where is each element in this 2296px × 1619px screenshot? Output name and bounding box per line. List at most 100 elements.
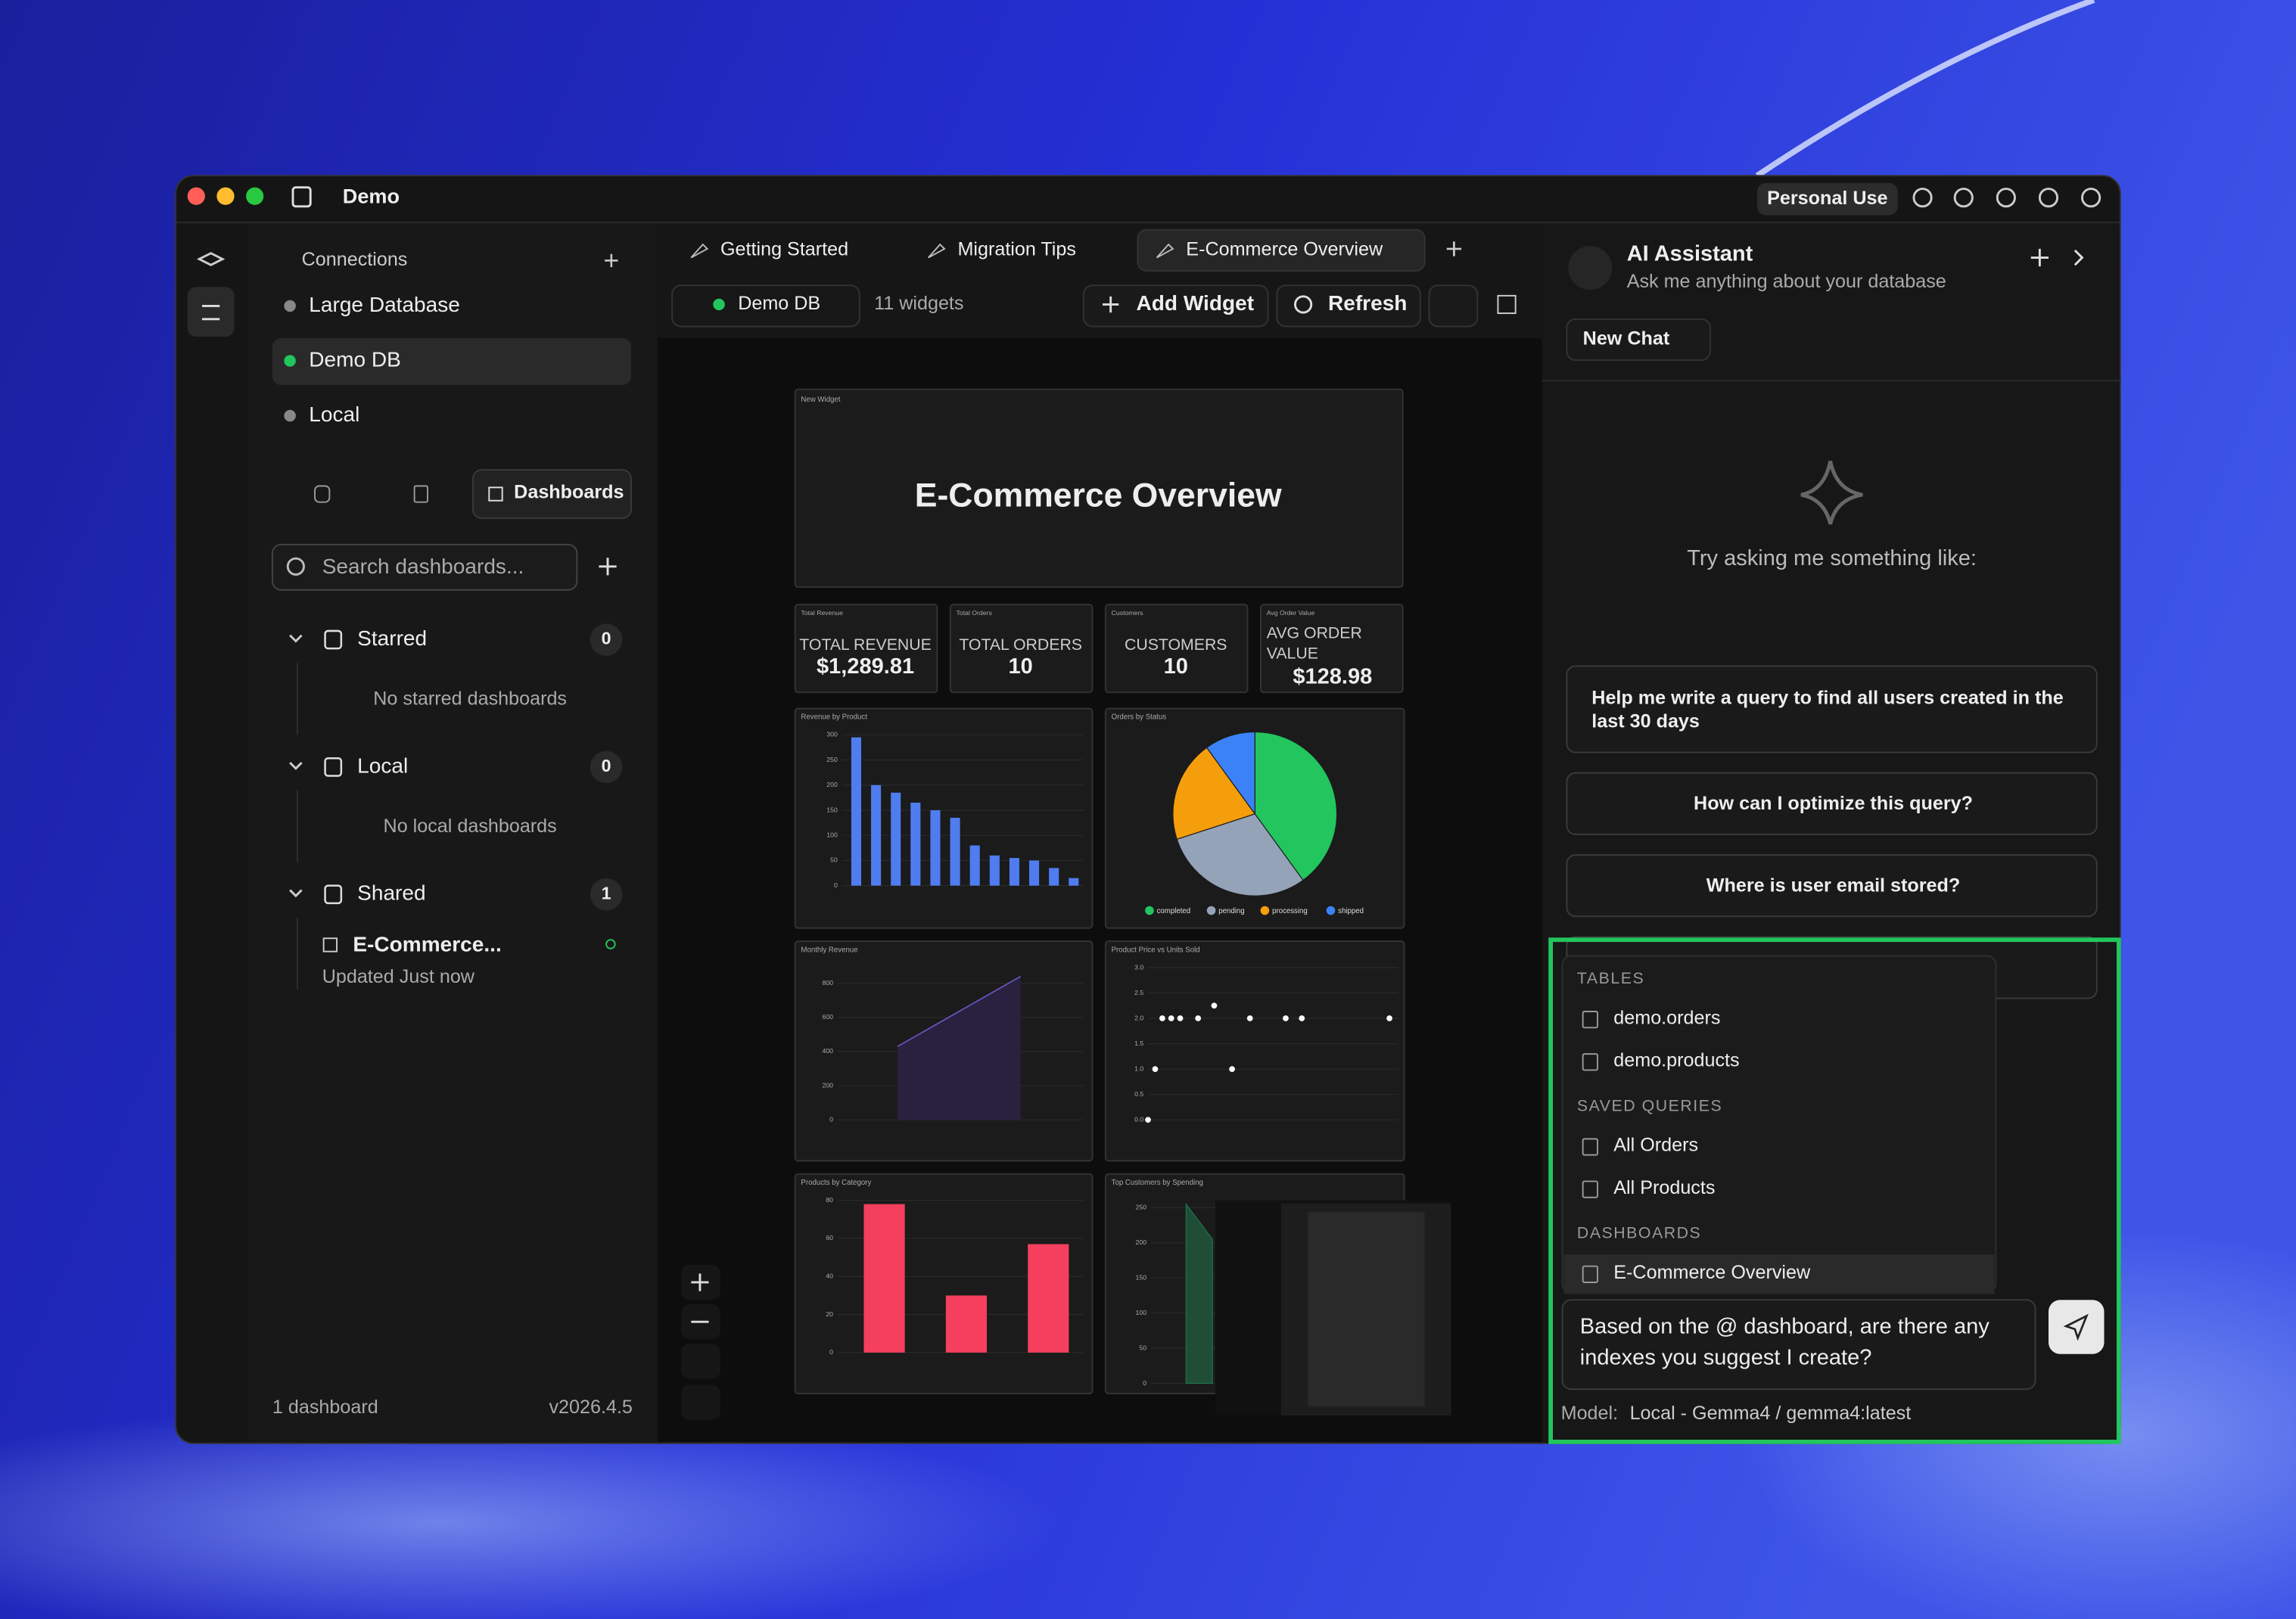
minimize-button[interactable] (216, 187, 235, 205)
y-tick-label: 2.0 (1134, 1014, 1143, 1021)
suggestion[interactable] (1566, 772, 2098, 835)
scatter-point (1229, 1066, 1235, 1072)
group-name[interactable]: Starred (357, 626, 427, 650)
dashboard-title: E-Commerce Overview (915, 477, 1282, 514)
bar (1029, 860, 1040, 886)
zoom-button[interactable] (246, 187, 264, 205)
pie-slice (1254, 731, 1338, 881)
group-count: 1 (602, 883, 611, 903)
bar (945, 1295, 988, 1353)
wallpaper-glow (0, 1405, 1054, 1619)
new-chat-label: New Chat (1583, 328, 1670, 350)
mention-item[interactable]: E-Commerce Overview (1613, 1262, 1811, 1283)
queries-icon (413, 485, 428, 503)
connection-name[interactable]: Demo DB (309, 347, 401, 371)
chat-input-text: Based on the @ dashboard, are there any … (1579, 1314, 1990, 1371)
group-name[interactable]: Shared (357, 881, 425, 905)
window-title: Demo (343, 184, 400, 207)
active-tab (1137, 228, 1426, 272)
y-tick-label: 200 (822, 1081, 833, 1089)
suggestion[interactable] (1566, 854, 2098, 918)
kpi-name: AVG ORDER VALUE (1266, 625, 1362, 663)
group-name[interactable]: Local (357, 754, 408, 777)
dashboards-tab-label: Dashboards (514, 482, 624, 503)
scatter-point (1299, 1015, 1305, 1021)
widget-title: Total Revenue (801, 609, 843, 617)
tab-icon (1156, 243, 1174, 259)
y-tick-label: 100 (826, 831, 838, 838)
widget-title: Monthly Revenue (801, 946, 857, 954)
bar (989, 855, 1000, 886)
tab-label[interactable]: Migration Tips (957, 239, 1076, 260)
connection-name[interactable]: Local (309, 402, 359, 426)
send-button[interactable] (2048, 1300, 2105, 1354)
y-tick-label: 0.5 (1134, 1090, 1143, 1098)
new-tab (1446, 241, 1462, 256)
nav-active[interactable] (187, 287, 235, 337)
sidebar-toggle-icon (291, 186, 312, 208)
y-tick-label: 600 (822, 1013, 833, 1021)
mention-item[interactable]: All Orders (1613, 1135, 1698, 1156)
mention-item[interactable]: demo.products (1613, 1049, 1739, 1071)
connections-icon (202, 304, 220, 321)
connection-name[interactable]: Large Database (309, 293, 460, 316)
y-tick-label: 0 (829, 1115, 833, 1123)
y-tick-label: 150 (1136, 1273, 1147, 1281)
search-box (271, 543, 578, 591)
y-tick-label: 2.5 (1134, 989, 1143, 996)
mention-icon (1582, 1180, 1598, 1198)
y-tick-label: 400 (822, 1047, 833, 1055)
assistant-title: AI Assistant (1627, 241, 1753, 266)
y-tick-label: 50 (1139, 1344, 1146, 1351)
mention-icon (1582, 1053, 1598, 1071)
area (1185, 1202, 1213, 1384)
history-button[interactable] (1428, 284, 1479, 328)
toolbar-icon[interactable] (2038, 188, 2059, 208)
toolbar-icon[interactable] (1996, 188, 2016, 208)
toolbar-icon[interactable] (1912, 188, 1933, 208)
dashboard-updated: Updated Just now (322, 966, 475, 987)
version: v2026.4.5 (549, 1397, 632, 1418)
dashboard-icon (322, 937, 338, 952)
y-tick-label: 100 (1136, 1309, 1147, 1316)
kpi-widget (949, 604, 1094, 694)
canvas-control[interactable] (680, 1384, 721, 1420)
y-tick-label: 800 (822, 979, 833, 987)
bar (930, 810, 941, 886)
chat-input-text: Based on the @ dashboard, are there any … (1579, 1314, 1990, 1371)
mention-item[interactable]: All Products (1613, 1177, 1715, 1198)
legend-swatch (1326, 906, 1336, 915)
y-tick-label: 0 (1143, 1379, 1146, 1387)
widget-title: Total Orders (957, 609, 993, 617)
widget-count: 11 widgets (874, 293, 963, 314)
new-dashboard-icon (599, 558, 617, 576)
mention-item[interactable]: demo.orders (1613, 1007, 1720, 1028)
toolbar-icon[interactable] (2081, 188, 2102, 208)
search-placeholder: Search dashboards... (322, 555, 524, 578)
pie-slice (1176, 813, 1304, 897)
bar (1069, 878, 1079, 886)
new-chat-button[interactable] (1566, 318, 1711, 361)
tab-label[interactable]: E-Commerce Overview (1186, 239, 1383, 260)
group-icon (324, 884, 343, 905)
tab-label[interactable]: Getting Started (720, 239, 848, 260)
tab-icon (690, 243, 709, 259)
kpi-value: $1,289.81 (817, 654, 914, 679)
toolbar-icon[interactable] (1953, 188, 1974, 208)
refresh-icon (1294, 295, 1313, 314)
scatter-point (1152, 1066, 1159, 1072)
refresh-label: Refresh (1328, 291, 1407, 315)
model-select[interactable]: Local - Gemma4 / gemma4:latest (1630, 1403, 1912, 1424)
dashboard-item[interactable]: E-Commerce... (353, 932, 501, 956)
refresh-button[interactable] (1276, 284, 1421, 328)
close-button[interactable] (187, 187, 205, 205)
db-select-label[interactable]: Demo DB (738, 293, 820, 314)
assistant-icon (1568, 246, 1613, 291)
suggestion[interactable] (1566, 665, 2098, 754)
add-widget-button[interactable] (1082, 284, 1269, 328)
suggestion-text: Where is user email stored? (1706, 874, 1961, 896)
canvas-control[interactable] (680, 1344, 721, 1379)
scatter-point (1177, 1015, 1184, 1021)
group-icon (324, 629, 343, 650)
